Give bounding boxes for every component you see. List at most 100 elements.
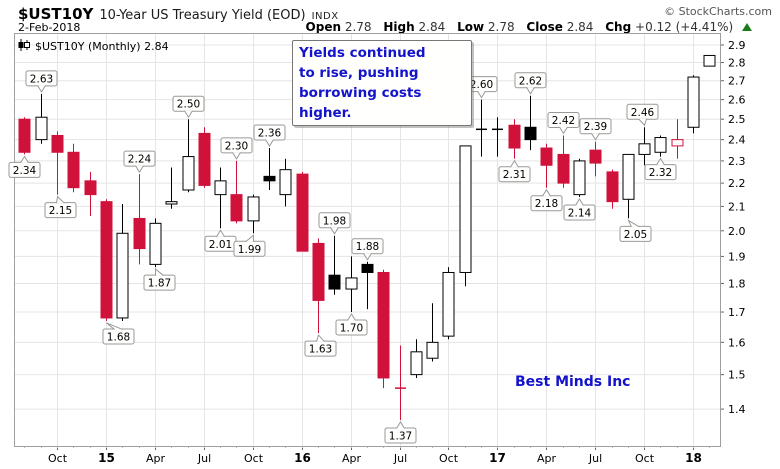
svg-text:2.34: 2.34 [13, 165, 37, 177]
candle-dec-2016 [476, 99, 487, 157]
svg-text:2.18: 2.18 [535, 198, 558, 210]
candle-may-2015 [165, 167, 178, 209]
candle-sep-2017 [622, 153, 635, 219]
axes: 2.9 2.8 2.7 2.6 2.5 2.4 2.3 2.2 2.1 2.0 1.9 1.8 1.7 1… [14, 33, 746, 465]
candle-may-2017 [557, 135, 570, 188]
price-label-1.99: 1.99 [233, 234, 266, 257]
x-axis-label: 17 [489, 451, 506, 465]
svg-text:1.87: 1.87 [148, 278, 171, 290]
high-value: 2.84 [418, 20, 446, 34]
price-label-1.98: 1.98 [318, 212, 351, 235]
price-label-2.31: 2.31 [498, 159, 531, 183]
candle-oct-2014 [51, 131, 64, 195]
price-label-2.36: 2.36 [253, 124, 286, 147]
x-axis-label: 18 [685, 451, 702, 465]
price-label-1.88: 1.88 [351, 238, 384, 261]
svg-text:2.30: 2.30 [225, 140, 248, 152]
candle-nov-2015 [263, 148, 276, 190]
chg-label: Chg [605, 20, 632, 34]
candle-feb-2018 [703, 54, 716, 67]
svg-text:2.15: 2.15 [49, 205, 72, 217]
x-axis-label: Oct [439, 452, 459, 465]
x-axis-label: Oct [244, 452, 264, 465]
candle-may-2016 [361, 261, 374, 310]
candle-aug-2014 [18, 117, 31, 155]
y-axis-label: 1.5 [728, 369, 746, 382]
svg-text:2.50: 2.50 [177, 99, 200, 111]
svg-text:2.60: 2.60 [470, 79, 493, 91]
close-value: 2.84 [566, 20, 594, 34]
candle-aug-2015 [214, 167, 227, 229]
svg-text:1.98: 1.98 [323, 215, 346, 227]
y-axis-label: 2.6 [728, 94, 746, 107]
y-axis-label: 2.9 [728, 39, 746, 52]
x-axis-label: Apr [342, 452, 362, 465]
quote-date: 2-Feb-2018 [18, 21, 81, 34]
y-axis-label: 2.1 [728, 200, 746, 213]
svg-text:2.46: 2.46 [631, 107, 655, 119]
price-label-1.68: 1.68 [102, 322, 135, 345]
y-axis-label: 2.2 [728, 177, 746, 190]
y-axis-label: 2.5 [728, 113, 746, 126]
svg-text:2.05: 2.05 [624, 229, 647, 241]
stockcharts-copyright: © StockCharts.com [664, 5, 772, 18]
y-axis-label: 2.3 [728, 155, 746, 168]
svg-text:2.63: 2.63 [30, 73, 53, 85]
price-label-1.63: 1.63 [304, 334, 337, 357]
ohlc-quote-line: Open 2.78 High 2.84 Low 2.78 Close 2.84 … [306, 20, 752, 34]
candle-oct-2016 [442, 267, 455, 340]
price-label-2.15: 2.15 [44, 195, 77, 219]
candle-sep-2014 [35, 93, 48, 144]
candle-oct-2017 [638, 127, 651, 166]
candle-sep-2015 [230, 160, 243, 224]
change-up-arrow-icon [742, 23, 752, 31]
candle-jun-2017 [573, 158, 586, 197]
open-label: Open [305, 20, 342, 34]
svg-text:2.42: 2.42 [552, 115, 575, 127]
svg-text:2.01: 2.01 [209, 239, 232, 251]
candle-dec-2017 [671, 119, 684, 159]
price-label-2.34: 2.34 [8, 155, 41, 178]
svg-text:1.37: 1.37 [389, 430, 412, 442]
candle-jun-2016 [377, 269, 390, 389]
price-label-2.62: 2.62 [514, 72, 547, 95]
annotation-line: borrowing costs [299, 85, 422, 101]
price-label-2.39: 2.39 [579, 118, 612, 141]
low-label: Low [457, 20, 485, 34]
price-label-2.46: 2.46 [626, 103, 659, 127]
candle-jan-2017 [492, 117, 503, 157]
svg-text:1.88: 1.88 [356, 241, 379, 253]
candle-nov-2017 [654, 135, 667, 157]
y-axis-label: 1.9 [728, 250, 746, 263]
y-axis-label: 2.0 [728, 225, 746, 238]
price-label-2.01: 2.01 [204, 229, 237, 252]
candle-apr-2016 [345, 256, 358, 313]
candle-jun-2015 [182, 119, 195, 193]
candle-aug-2017 [606, 169, 619, 209]
y-axis-label: 1.4 [728, 403, 746, 416]
y-axis-label: 2.7 [728, 75, 746, 88]
candle-feb-2016 [312, 238, 325, 334]
chart-header: $UST10Y 10-Year US Treasury Yield (EOD) IN… [18, 4, 339, 23]
price-label-2.42: 2.42 [547, 111, 580, 135]
x-axis-label: Jul [393, 452, 407, 465]
candle-mar-2015 [133, 174, 146, 265]
candle-jan-2018 [687, 75, 700, 134]
x-axis-label: Jul [197, 452, 211, 465]
candle-dec-2015 [279, 158, 292, 207]
ticker-symbol: $UST10Y [18, 5, 94, 23]
high-label: High [383, 20, 415, 34]
x-axis-label: Apr [537, 452, 557, 465]
annotation-line: Yields continued [299, 45, 426, 61]
candle-jan-2015 [100, 199, 113, 321]
y-axis-label: 1.6 [728, 336, 746, 349]
candle-nov-2014 [67, 143, 80, 193]
candle-aug-2016 [410, 339, 423, 378]
candle-oct-2015 [247, 194, 260, 234]
candle-apr-2015 [149, 218, 162, 268]
price-label-2.05: 2.05 [619, 219, 652, 242]
x-axis-label: 15 [98, 451, 115, 465]
candle-sep-2016 [426, 303, 439, 362]
